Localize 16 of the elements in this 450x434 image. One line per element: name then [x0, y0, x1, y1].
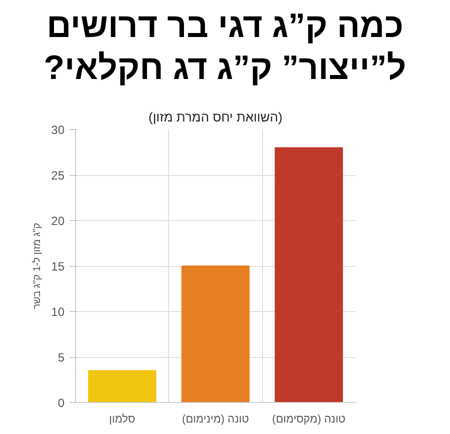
y-tick-label: 30 [51, 123, 65, 137]
y-tick-label: 20 [51, 214, 65, 228]
y-tick-label: 0 [58, 396, 65, 410]
chart-subtitle: (השוואת יחס המרת מזון) [148, 110, 282, 124]
chart-title: כמה ק”ג דגי בר דרושים ל”ייצור” ק”ג דג חקלאי? [42, 6, 408, 89]
y-axis-title: ק"ג מזון ל-1 ק"ג בשר [31, 222, 44, 310]
y-tick-label: 15 [51, 260, 65, 274]
x-tick-label: סלמון [109, 414, 136, 426]
bar [274, 147, 343, 402]
y-tick-label: 5 [58, 350, 65, 364]
x-tick-label: טונה (מינימום) [182, 414, 249, 426]
y-tick-label: 10 [51, 305, 65, 319]
y-tick-label: 25 [51, 168, 65, 182]
bar [181, 266, 250, 402]
x-tick-label: טונה (מקסימום) [272, 414, 346, 426]
bar [88, 370, 156, 402]
